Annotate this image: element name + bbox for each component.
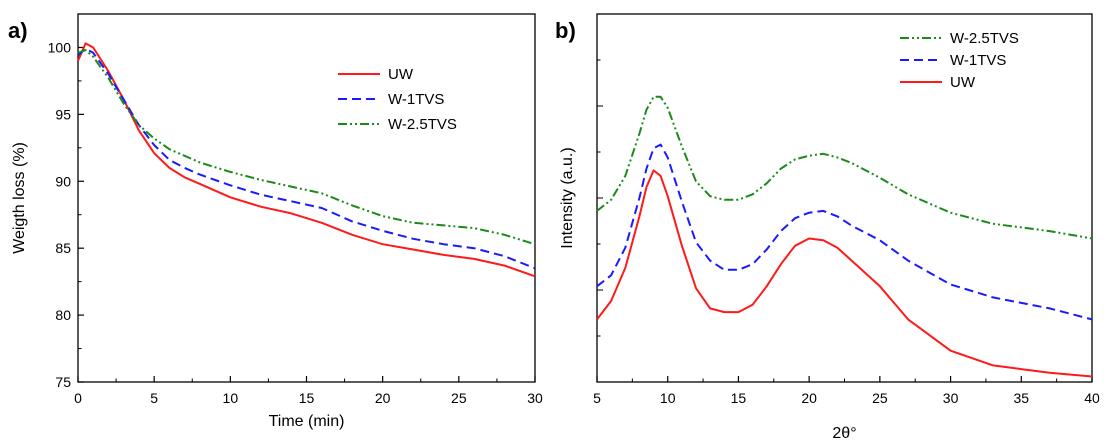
legend-label: W-1TVS	[388, 91, 444, 108]
y-tick-label: 85	[55, 240, 71, 256]
panel-a-weight-loss-chart: a) 0 5 10 15 20 25 30 75 80 85 90 95 100 Time (min) Wei…	[8, 13, 543, 430]
y-tick-label: 100	[48, 39, 72, 55]
plot-frame	[596, 13, 1093, 383]
x-tick-label: 35	[1013, 390, 1029, 406]
x-tick-label: 20	[801, 390, 817, 406]
legend-label: W-2.5TVS	[950, 30, 1019, 47]
x-tick-label: 30	[527, 390, 543, 406]
plot-frame	[77, 13, 536, 383]
x-tick-label: 10	[660, 390, 676, 406]
x-tick-label: 5	[593, 390, 601, 406]
legend-label: UW	[388, 66, 414, 83]
y-tick-label: 90	[55, 173, 71, 189]
panel-b-xrd-chart: b) 5 10 15 20 25 30 35 40 2θ° Intensity (a.u.) W-2.…	[555, 13, 1100, 442]
x-tick-label: 20	[375, 390, 391, 406]
y-tick-label: 95	[55, 106, 71, 122]
series-line-w-2-5tvs	[596, 95, 1093, 240]
y-axis-title: Weigth loss (%)	[11, 142, 28, 254]
y-axis-title: Intensity (a.u.)	[559, 147, 576, 248]
x-tick-label: 15	[731, 390, 747, 406]
legend-label: W-2.5TVS	[388, 116, 457, 133]
series-line-w-2-5tvs	[77, 49, 536, 246]
panel-label: a)	[8, 18, 28, 43]
x-tick-label: 0	[74, 390, 82, 406]
x-tick-label: 10	[223, 390, 239, 406]
x-tick-label: 5	[150, 390, 158, 406]
x-axis-title: 2θ°	[832, 425, 856, 442]
x-tick-label: 40	[1084, 390, 1100, 406]
x-axis-title: Time (min)	[269, 413, 345, 430]
y-tick-label: 80	[55, 307, 71, 323]
series-line-w-1tvs	[596, 143, 1093, 321]
x-tick-label: 15	[299, 390, 315, 406]
legend-label: UW	[950, 74, 976, 91]
x-tick-label: 25	[451, 390, 467, 406]
series-line-w-1tvs	[77, 47, 536, 270]
series-line-uw	[77, 42, 536, 278]
panel-label: b)	[555, 18, 576, 43]
legend-label: W-1TVS	[950, 52, 1006, 69]
series-line-uw	[596, 169, 1093, 378]
y-tick-label: 75	[55, 374, 71, 390]
x-tick-label: 25	[872, 390, 888, 406]
x-tick-label: 30	[943, 390, 959, 406]
